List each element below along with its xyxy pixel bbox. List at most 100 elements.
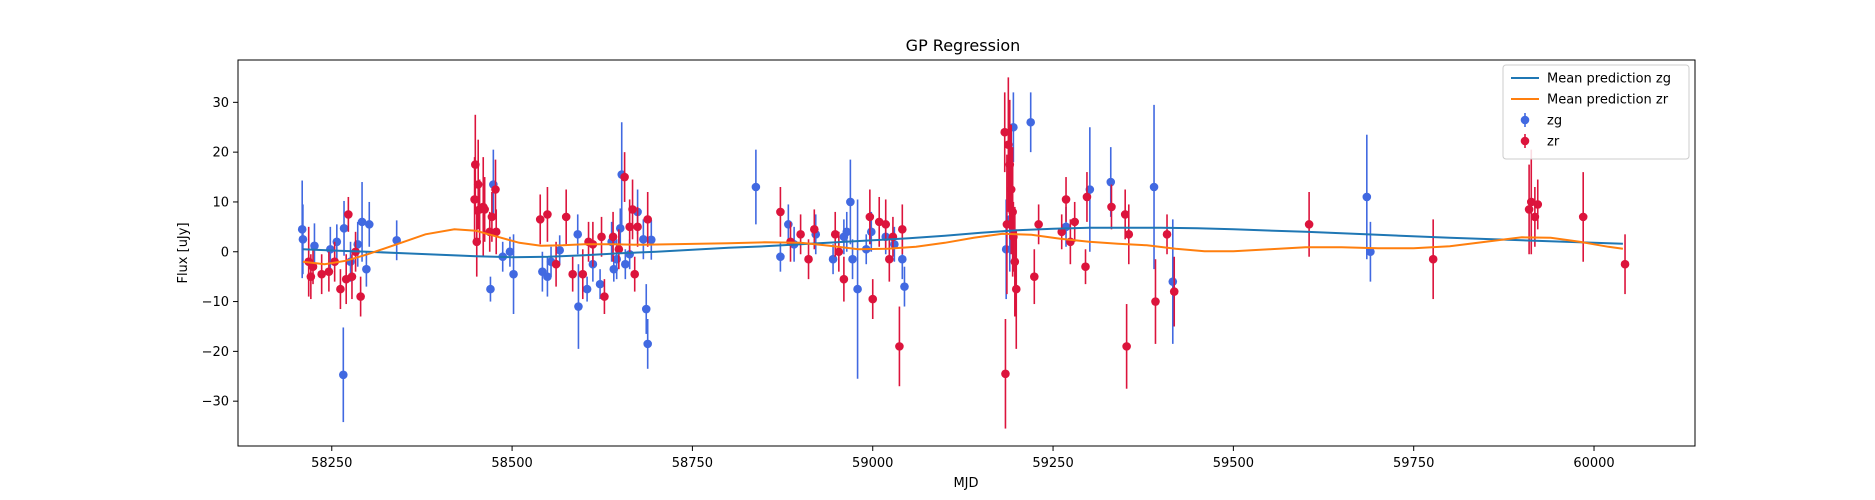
zr-point (1151, 297, 1160, 306)
zr-point (830, 230, 840, 239)
y-tick-label: 0 (221, 245, 229, 260)
y-tick-label: 30 (212, 96, 229, 111)
zg-point (362, 264, 371, 274)
y-axis: −30 −20 −10 0 10 20 30 (202, 96, 238, 410)
zg-point (543, 272, 552, 281)
zr-point (473, 180, 483, 189)
zg-point (509, 269, 518, 279)
zr-point (804, 254, 813, 264)
legend-label: Mean prediction zg (1547, 72, 1671, 87)
zr-point (1082, 192, 1092, 202)
chart-title: GP Regression (906, 36, 1021, 55)
zg-point (848, 254, 857, 264)
zg-point (332, 237, 342, 247)
zr-point (608, 232, 618, 242)
zr-point (578, 269, 588, 279)
zr-point (865, 212, 875, 222)
zr-point (347, 272, 357, 281)
zr-point (839, 274, 849, 284)
zr-point (1030, 272, 1039, 281)
plot-frame (237, 59, 1696, 447)
zg-point (573, 230, 583, 239)
zg-point (776, 252, 785, 262)
zr-point (1620, 259, 1630, 269)
zg-point (866, 227, 876, 237)
zg-point (555, 245, 564, 255)
legend-item: Mean prediction zg (1511, 72, 1671, 87)
zr-point (1070, 217, 1079, 227)
zr-point (1122, 342, 1131, 351)
zr-point (633, 222, 642, 232)
x-tick-label: 58750 (672, 456, 713, 471)
zg-point (615, 224, 625, 233)
zg-point (595, 279, 605, 289)
zr-point (868, 294, 878, 304)
zr-point (1057, 227, 1067, 237)
zr-point (568, 269, 577, 279)
zr-point (874, 217, 884, 227)
x-axis: 58250 58500 58750 59000 59250 59500 59750 60000 (311, 446, 1615, 471)
zr-point (487, 212, 497, 222)
zg-point (339, 224, 349, 233)
x-tick-label: 60000 (1573, 456, 1614, 471)
zr-point (628, 205, 637, 214)
zg-point (621, 259, 630, 269)
legend-label: zr (1547, 135, 1560, 150)
zr-point (614, 244, 624, 254)
zr-point (881, 220, 891, 229)
zr-point (472, 237, 482, 247)
legend-box (1502, 64, 1690, 160)
zg-point (828, 254, 838, 264)
x-tick-label: 59500 (1213, 456, 1254, 471)
zg-point (1106, 177, 1116, 187)
x-axis-label: MJD (953, 476, 978, 491)
zg-point (1026, 117, 1035, 127)
y-tick-label: −20 (202, 345, 229, 360)
zr-point (344, 210, 353, 219)
zr-point (317, 269, 326, 279)
legend: Mean prediction zg Mean prediction zr zg zr (1502, 64, 1690, 160)
zg-point (853, 284, 862, 294)
zr-point (898, 225, 907, 234)
zr-point (1120, 210, 1130, 219)
zg-point (310, 241, 319, 251)
zr-point (643, 215, 652, 224)
zr-point (1010, 257, 1020, 267)
x-tick-label: 59250 (1032, 456, 1073, 471)
zr-point (1000, 127, 1010, 137)
zr-point (543, 210, 552, 219)
legend-item: zg (1520, 113, 1562, 129)
line-mean-prediction-zr (302, 228, 1624, 266)
zg-point (639, 235, 648, 244)
zr-point (1001, 369, 1010, 379)
zr-point (356, 292, 365, 301)
y-tick-label: 10 (212, 195, 229, 210)
legend-item: zr (1520, 134, 1560, 150)
zg-point (846, 197, 855, 207)
zr-point (1124, 230, 1134, 239)
y-tick-label: −30 (202, 395, 229, 410)
zr-point (1533, 200, 1543, 209)
series-zr (304, 77, 1630, 429)
zg-point (357, 217, 367, 227)
zr-point (551, 259, 561, 269)
y-tick-label: 20 (212, 146, 229, 161)
zr-point (306, 272, 316, 281)
zr-point (1081, 262, 1090, 271)
zr-point (480, 205, 489, 214)
legend-marker-swatch (1520, 115, 1530, 125)
legend-marker-swatch (1520, 136, 1530, 146)
zg-point (641, 304, 651, 314)
zr-point (1524, 205, 1534, 214)
zr-point (1107, 202, 1116, 212)
zg-point (1362, 192, 1372, 202)
zr-point (561, 212, 571, 222)
zg-point (392, 235, 401, 245)
zg-point (900, 282, 909, 291)
line-mean-prediction-zg (302, 226, 1623, 259)
zg-point (364, 220, 374, 229)
zg-point (339, 370, 348, 380)
zr-point (796, 230, 805, 239)
zr-point (895, 342, 904, 351)
